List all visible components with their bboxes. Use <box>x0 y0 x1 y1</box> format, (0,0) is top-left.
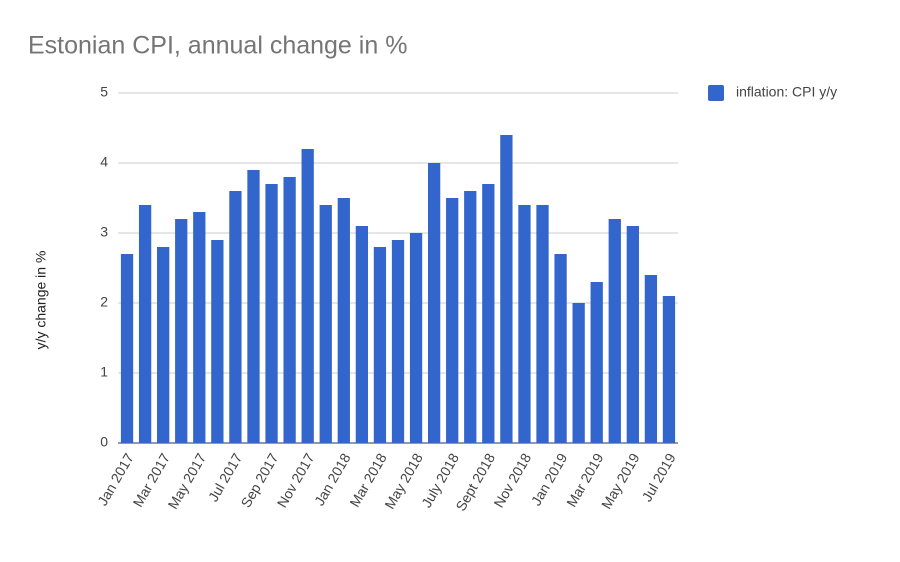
legend-swatch <box>708 85 724 101</box>
bar <box>319 205 332 443</box>
bar <box>283 177 296 443</box>
bar <box>536 205 549 443</box>
y-tick-label: 5 <box>100 84 108 100</box>
bar <box>265 184 278 443</box>
bar <box>608 219 621 443</box>
bar <box>120 254 134 443</box>
bar <box>500 135 513 443</box>
bar <box>229 191 242 443</box>
bar <box>590 282 603 443</box>
bar <box>337 198 350 443</box>
bar <box>482 184 495 443</box>
y-tick-label: 3 <box>100 224 108 240</box>
bar <box>193 212 206 443</box>
y-tick-label: 0 <box>100 434 108 450</box>
y-axis-label: y/y change in % <box>33 251 49 350</box>
bar <box>427 163 441 443</box>
bar <box>464 191 477 443</box>
bar <box>157 247 170 443</box>
bar <box>211 240 224 443</box>
bar <box>373 247 387 443</box>
bar <box>301 149 314 443</box>
bar <box>518 205 531 443</box>
bar <box>409 233 423 443</box>
x-tick-label: Jul 2017 <box>205 450 245 504</box>
bar <box>138 205 152 443</box>
bar <box>626 226 639 443</box>
bar <box>662 296 676 443</box>
bar <box>391 240 405 443</box>
bar <box>644 275 658 443</box>
x-tick-label: Jul 2019 <box>638 450 678 504</box>
bar <box>175 219 188 443</box>
y-tick-label: 4 <box>100 154 108 170</box>
bar <box>554 254 567 443</box>
bar <box>247 170 260 443</box>
y-tick-label: 2 <box>100 294 108 310</box>
bar <box>446 198 459 443</box>
y-tick-label: 1 <box>100 364 108 380</box>
bar <box>355 226 369 443</box>
chart-title: Estonian CPI, annual change in % <box>28 32 407 60</box>
bar <box>572 303 585 443</box>
legend-label: inflation: CPI y/y <box>736 84 837 100</box>
